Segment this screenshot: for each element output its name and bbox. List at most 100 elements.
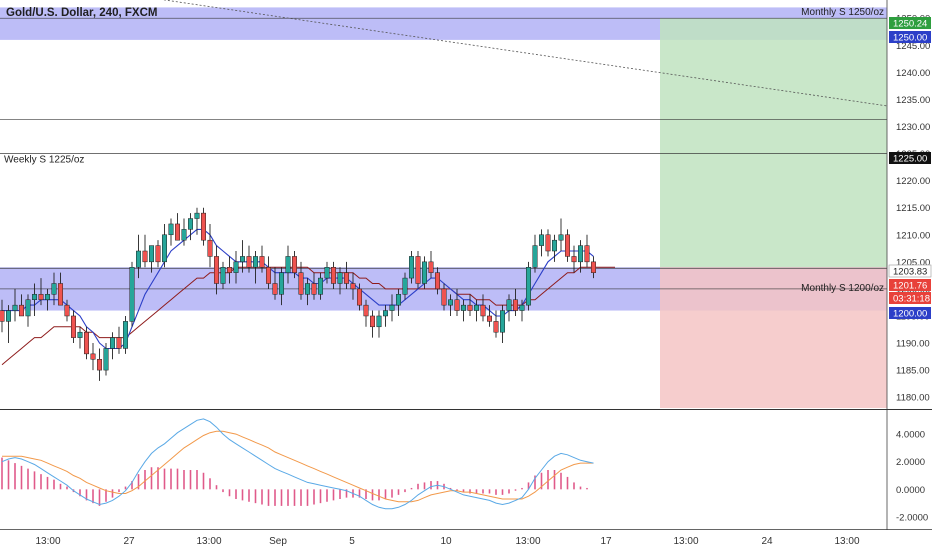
zones-layer [0,7,887,408]
candle[interactable] [175,213,180,241]
candle[interactable] [487,305,492,327]
candle[interactable] [168,218,174,246]
candle[interactable] [526,261,531,311]
candle[interactable] [266,256,271,289]
candle[interactable] [233,251,239,284]
candle[interactable] [97,348,102,381]
candle[interactable] [402,272,408,300]
candle[interactable] [279,267,284,306]
candle[interactable] [396,288,401,316]
candle[interactable] [129,261,135,327]
candle[interactable] [32,283,37,316]
candle[interactable] [344,261,349,289]
candle[interactable] [292,251,297,279]
candle[interactable] [454,288,460,316]
candle[interactable] [415,251,421,289]
candle[interactable] [435,267,440,295]
candle[interactable] [493,310,499,338]
candle[interactable] [441,283,447,311]
candle[interactable] [71,310,76,344]
candle[interactable] [110,332,115,360]
candle[interactable] [181,218,187,246]
candle[interactable] [467,294,473,316]
candle[interactable] [38,278,44,306]
candle[interactable] [207,223,213,268]
candle[interactable] [506,294,512,322]
candle[interactable] [513,288,518,316]
candle[interactable] [389,294,395,322]
candle[interactable] [0,299,5,333]
chart-title: Gold/U.S. Dollar, 240, FXCM [6,7,157,19]
candle[interactable] [428,251,434,279]
candle-body [149,245,154,263]
candle[interactable] [253,251,258,284]
candle[interactable] [19,294,24,317]
candle[interactable] [558,218,564,252]
candle[interactable] [337,267,343,295]
candle[interactable] [584,234,590,268]
candle[interactable] [298,261,304,300]
candle[interactable] [188,213,193,241]
candle[interactable] [383,305,388,327]
candle[interactable] [591,256,596,279]
candle[interactable] [480,294,486,322]
candle[interactable] [350,272,356,300]
candle[interactable] [45,288,50,311]
candle-body [493,321,499,333]
candle[interactable] [305,278,310,306]
candle[interactable] [240,240,245,273]
candle[interactable] [103,343,109,376]
candle[interactable] [357,283,362,311]
candle[interactable] [220,261,226,289]
candle[interactable] [155,240,161,268]
macd-signal-line [2,430,594,503]
candle[interactable] [448,294,453,316]
candle[interactable] [123,315,128,354]
candle[interactable] [311,272,317,300]
candle[interactable] [77,326,83,349]
candle[interactable] [162,223,167,268]
candle[interactable] [116,326,122,354]
candle[interactable] [422,256,427,289]
candle[interactable] [90,343,96,371]
candle[interactable] [552,234,557,262]
candle[interactable] [331,261,336,289]
candle[interactable] [6,305,11,344]
candle[interactable] [259,245,265,273]
candle[interactable] [142,234,148,268]
candle[interactable] [474,299,479,322]
candle[interactable] [58,272,63,306]
candle[interactable] [64,299,70,322]
candle[interactable] [409,251,414,284]
candle[interactable] [214,245,219,295]
candle[interactable] [51,272,57,306]
candle[interactable] [84,326,89,360]
candle[interactable] [363,299,369,327]
candles-layer[interactable] [0,207,596,381]
candle[interactable] [25,294,31,327]
candle[interactable] [376,310,382,338]
candle[interactable] [201,207,206,246]
candle[interactable] [545,229,551,257]
candle[interactable] [565,229,570,262]
candle[interactable] [285,245,291,284]
candle[interactable] [194,207,200,235]
candle[interactable] [318,272,323,300]
candle[interactable] [461,299,466,322]
candle[interactable] [519,299,525,322]
candle[interactable] [12,288,18,322]
candle[interactable] [532,234,538,273]
candle[interactable] [578,240,583,273]
candle[interactable] [149,245,154,273]
candle[interactable] [324,261,330,284]
candle[interactable] [246,245,252,273]
candle[interactable] [272,267,278,300]
candle[interactable] [370,310,375,338]
candle-body [259,256,265,268]
candle[interactable] [227,256,232,284]
candle[interactable] [500,305,505,344]
candle[interactable] [539,229,544,257]
candle[interactable] [136,234,141,279]
candle[interactable] [571,245,577,273]
